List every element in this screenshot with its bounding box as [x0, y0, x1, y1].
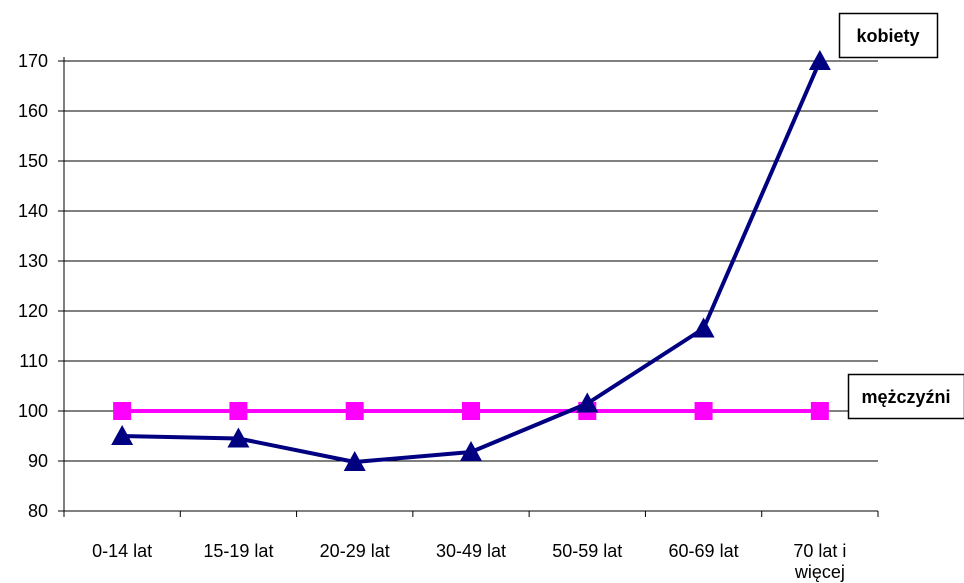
data-point-triangle	[808, 50, 831, 70]
x-tick-label-line: 0-14 lat	[92, 541, 152, 561]
data-point-square	[345, 402, 364, 420]
y-tick-label: 110	[19, 351, 48, 371]
axes	[63, 57, 878, 512]
data-point-triangle	[227, 427, 250, 448]
data-point-triangle	[111, 425, 134, 445]
data-point-square	[694, 402, 713, 420]
x-tick-label: 0-14 lat	[92, 541, 152, 561]
x-tick-label-line: 60-69 lat	[669, 541, 739, 561]
data-point-square	[113, 402, 132, 420]
data-point-square	[229, 402, 248, 420]
x-tick-label: 15-19 lat	[203, 541, 273, 561]
series-label: kobiety	[856, 26, 919, 46]
y-tick-label: 120	[18, 301, 48, 321]
data-point-triangle	[460, 441, 482, 461]
data-point-triangle	[343, 451, 366, 471]
y-tick-label: 170	[18, 51, 48, 71]
gridlines	[64, 60, 878, 462]
x-tick-label: 30-49 lat	[436, 541, 506, 561]
x-tick-label: 20-29 lat	[320, 541, 390, 561]
y-tick-label: 100	[18, 401, 48, 421]
y-axis-ticks: 80 90 100 110 120 130 140 150 160 170	[18, 51, 64, 521]
x-axis-ticks: 0-14 lat 15-19 lat 20-29 lat 30-49 lat 50-59…	[63, 511, 879, 582]
y-tick-label: 90	[28, 451, 48, 471]
data-point-triangle	[576, 392, 599, 413]
y-tick-label: 130	[18, 251, 48, 271]
y-tick-label: 150	[18, 151, 48, 171]
x-tick-label: 50-59 lat	[552, 541, 622, 561]
y-tick-label: 80	[28, 501, 48, 521]
x-tick-label-line: 20-29 lat	[320, 541, 390, 561]
series-label: mężczyźni	[861, 387, 950, 407]
series-label-box	[847, 373, 964, 420]
x-tick-label-line: 15-19 lat	[203, 541, 273, 561]
series-layer	[111, 50, 831, 471]
series-labels: kobiety mężczyźni	[838, 12, 964, 420]
series-label-box	[838, 12, 939, 59]
data-point-square	[810, 402, 829, 420]
data-point-square	[462, 402, 480, 420]
data-point-triangle	[692, 317, 715, 338]
x-tick-label-line: 30-49 lat	[436, 541, 506, 561]
y-tick-label: 160	[18, 101, 48, 121]
x-tick-label: 60-69 lat	[669, 541, 739, 561]
x-tick-label-line: więcej	[794, 562, 845, 582]
x-tick-label-line: 70 lat i	[793, 541, 846, 561]
x-tick-label: 70 lat i więcej	[793, 541, 846, 582]
y-tick-label: 140	[18, 201, 48, 221]
x-tick-label-line: 50-59 lat	[552, 541, 622, 561]
